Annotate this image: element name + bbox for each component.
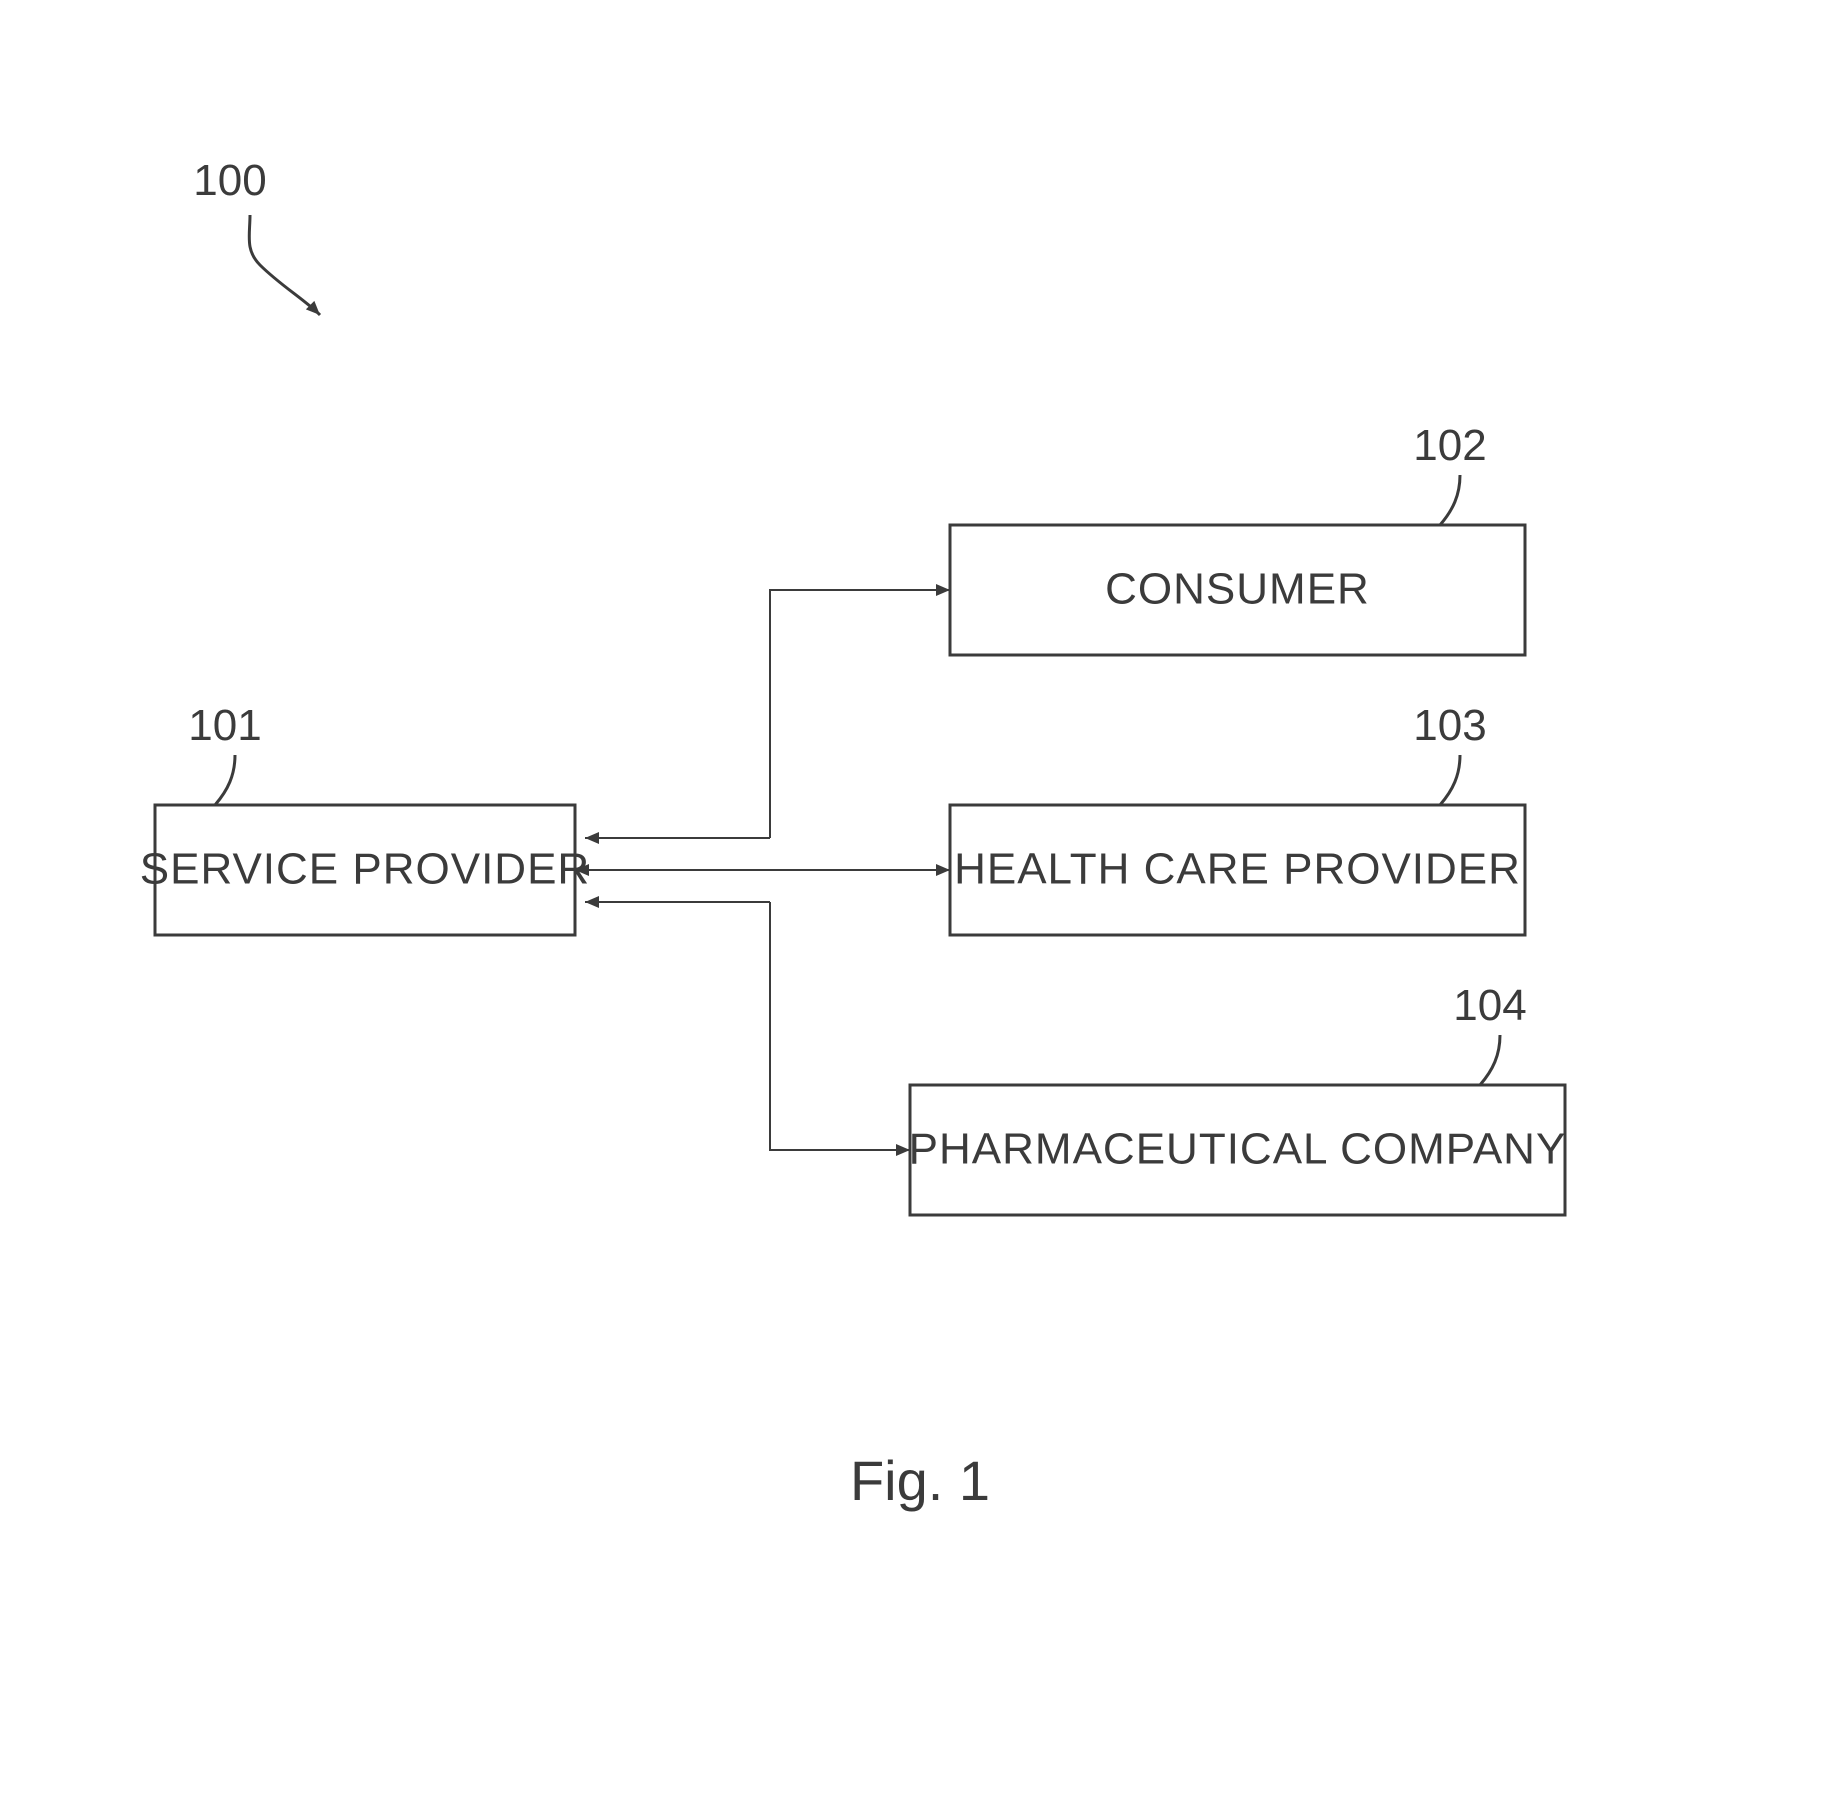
ref-number-pharma: 104: [1453, 981, 1526, 1030]
connector-sp-to-joint-top: [585, 832, 770, 844]
box-label-pharma: PHARMACEUTICAL COMPANY: [909, 1125, 1567, 1174]
box-service_provider: SERVICE PROVIDER 101: [140, 701, 590, 935]
box-pharma: PHARMACEUTICAL COMPANY 104: [909, 981, 1567, 1215]
connector-sp-to-joint-bot: [585, 896, 770, 908]
ref-number-health_care_provider: 103: [1413, 701, 1486, 750]
ref-number-consumer: 102: [1413, 421, 1486, 470]
ref-lead-pharma: [1480, 1035, 1500, 1085]
box-label-service_provider: SERVICE PROVIDER: [140, 845, 590, 894]
ref-lead-health_care_provider: [1440, 755, 1460, 805]
ref-lead-consumer: [1440, 475, 1460, 525]
connector-sp-to-joint-mid: [575, 864, 950, 876]
figure-ref: 100: [193, 156, 320, 315]
connector-joint-to-consumer: [770, 584, 950, 838]
box-consumer: CONSUMER 102: [950, 421, 1525, 655]
figure-caption: Fig. 1: [850, 1449, 990, 1512]
patent-figure: SERVICE PROVIDER 101 CONSUMER 102 HEALTH CAR…: [0, 0, 1840, 1800]
ref-number-service_provider: 101: [188, 701, 261, 750]
box-label-health_care_provider: HEALTH CARE PROVIDER: [954, 845, 1521, 894]
ref-lead-service_provider: [215, 755, 235, 805]
figure-ref-number: 100: [193, 156, 266, 205]
box-label-consumer: CONSUMER: [1105, 565, 1370, 614]
box-health_care_provider: HEALTH CARE PROVIDER 103: [950, 701, 1525, 935]
connector-joint-to-pharma: [770, 902, 910, 1156]
